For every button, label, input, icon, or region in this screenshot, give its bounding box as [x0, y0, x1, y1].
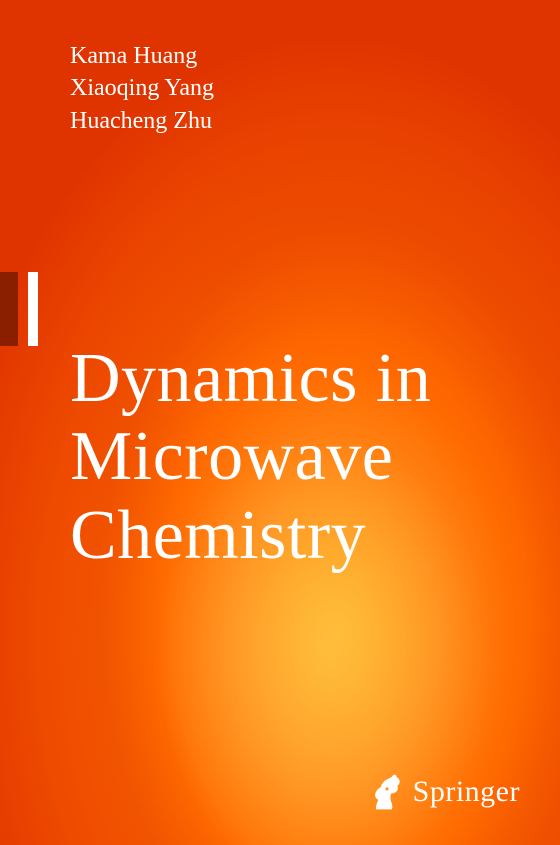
bar-dark — [0, 272, 18, 346]
book-cover: Kama Huang Xiaoqing Yang Huacheng Zhu Dy… — [0, 0, 560, 845]
author-name: Kama Huang — [70, 40, 214, 72]
title-line: Chemistry — [70, 497, 431, 575]
title-line: Dynamics in — [70, 340, 431, 418]
publisher-block: Springer — [371, 773, 520, 811]
author-list: Kama Huang Xiaoqing Yang Huacheng Zhu — [70, 40, 214, 137]
bar-white — [28, 272, 38, 346]
publisher-name: Springer — [413, 775, 520, 809]
springer-horse-icon — [371, 773, 403, 811]
book-title: Dynamics in Microwave Chemistry — [70, 340, 431, 575]
decorative-bars — [0, 272, 38, 346]
author-name: Huacheng Zhu — [70, 105, 214, 137]
author-name: Xiaoqing Yang — [70, 72, 214, 104]
title-line: Microwave — [70, 418, 431, 496]
